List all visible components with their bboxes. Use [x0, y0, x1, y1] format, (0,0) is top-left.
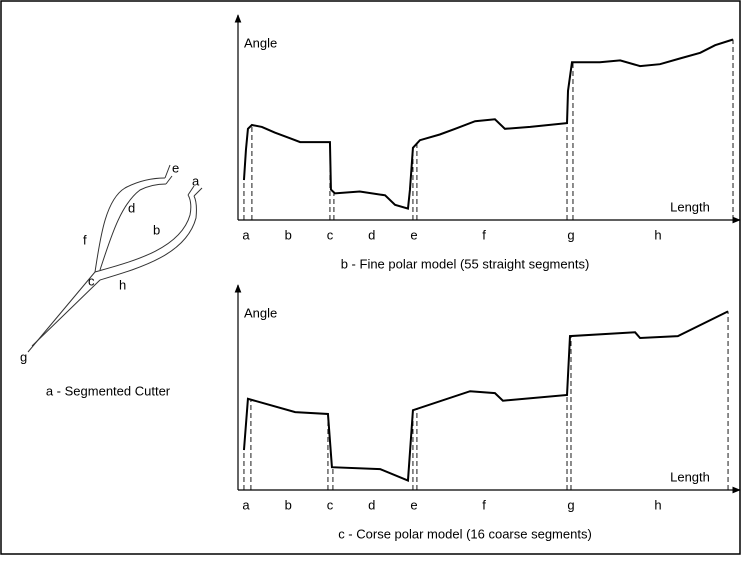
segment-label: f: [482, 497, 486, 512]
cutter-label: f: [83, 232, 87, 247]
cutter-drawing: [27, 164, 203, 353]
cutter-label: h: [119, 277, 126, 292]
segment-label: g: [567, 497, 574, 512]
segment-label: d: [368, 497, 375, 512]
segment-label: f: [482, 227, 486, 242]
segment-label: d: [368, 227, 375, 242]
cutter-label: g: [20, 349, 27, 364]
segment-label: e: [410, 497, 417, 512]
x-axis-label: Length: [670, 199, 710, 214]
chart-caption: c - Corse polar model (16 coarse segment…: [338, 526, 592, 541]
segment-label: h: [654, 497, 661, 512]
segment-label: g: [567, 227, 574, 242]
angle-curve: [242, 310, 729, 482]
chart-caption: b - Fine polar model (55 straight segmen…: [341, 256, 590, 271]
segment-label: b: [285, 227, 292, 242]
segment-label: a: [242, 227, 250, 242]
segment-label: a: [242, 497, 250, 512]
cutter-label: d: [128, 200, 135, 215]
cutter-label: c: [88, 273, 95, 288]
cutter-label: b: [153, 222, 160, 237]
cutter-caption: a - Segmented Cutter: [46, 383, 171, 398]
angle-curve: [242, 38, 734, 210]
cutter-label: a: [192, 173, 200, 188]
segment-label: c: [327, 497, 334, 512]
y-axis-label: Angle: [244, 305, 277, 320]
segment-label: h: [654, 227, 661, 242]
x-axis-label: Length: [670, 469, 710, 484]
cutter-label: e: [172, 160, 179, 175]
y-axis-label: Angle: [244, 35, 277, 50]
segment-label: e: [410, 227, 417, 242]
segment-label: b: [285, 497, 292, 512]
segment-label: c: [327, 227, 334, 242]
